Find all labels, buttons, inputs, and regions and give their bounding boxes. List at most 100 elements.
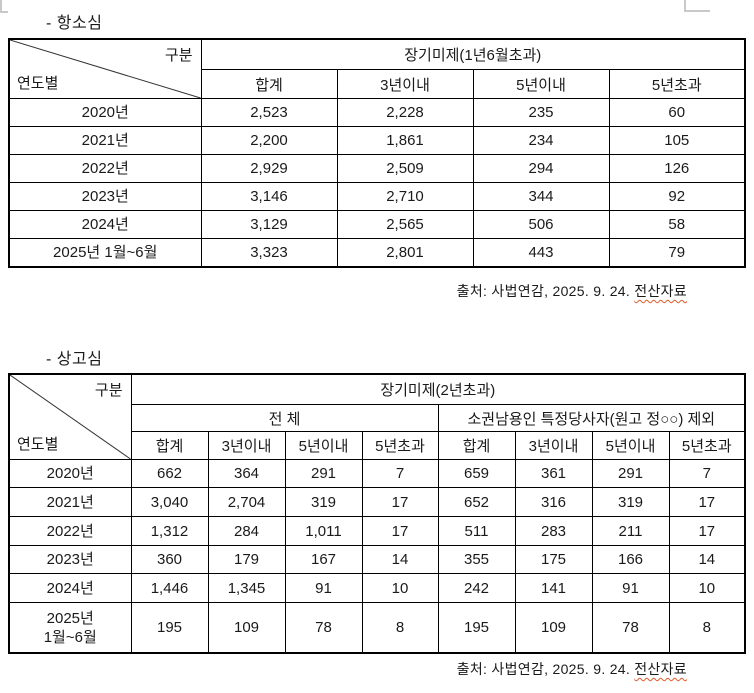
- data-cell: 2,801: [336, 238, 474, 268]
- year-cell: 2025년 1월~6월: [8, 238, 202, 268]
- data-cell: 175: [514, 545, 593, 574]
- column-header-over5y: 5년초과: [608, 69, 746, 99]
- table-row: 2020년 2,523 2,228 235 60: [8, 98, 746, 127]
- data-cell: 506: [472, 210, 610, 239]
- table-row: 2021년 2,200 1,861 234 105: [8, 126, 746, 155]
- year-cell: 2024년: [8, 210, 202, 239]
- source-text: 출처: 사법연감, 2025. 9. 24.: [456, 661, 635, 677]
- data-cell: 2,200: [200, 126, 338, 155]
- data-cell: 10: [361, 573, 439, 603]
- data-cell: 364: [207, 459, 286, 488]
- data-cell: 109: [207, 602, 286, 654]
- year-cell: 2021년: [8, 126, 202, 155]
- year-cell: 2025년 1월~6월: [8, 602, 132, 654]
- column-header-total: 합계: [437, 431, 516, 460]
- data-cell: 511: [437, 516, 516, 546]
- section-title-appellate: - 항소심: [46, 15, 103, 32]
- source-misspelled-word: 전산자료: [634, 283, 687, 299]
- data-cell: 91: [591, 573, 670, 603]
- data-cell: 166: [591, 545, 670, 574]
- year-cell: 2023년: [8, 545, 132, 574]
- corner-label-year: 연도별: [17, 436, 59, 453]
- data-cell: 58: [608, 210, 746, 239]
- data-cell: 2,509: [336, 154, 474, 183]
- table-row: 2022년 2,929 2,509 294 126: [8, 154, 746, 183]
- section-title-supreme: - 상고심: [46, 351, 103, 368]
- data-cell: 1,312: [130, 516, 209, 546]
- diagonal-divider-line: [10, 375, 131, 459]
- data-cell: 2,228: [336, 98, 474, 127]
- data-cell: 2,704: [207, 487, 286, 517]
- corner-label-category: 구분: [164, 47, 193, 64]
- data-cell: 211: [591, 516, 670, 546]
- data-cell: 78: [284, 602, 363, 654]
- data-cell: 2,565: [336, 210, 474, 239]
- data-cell: 195: [130, 602, 209, 654]
- data-cell: 109: [514, 602, 593, 654]
- corner-label-year: 연도별: [17, 75, 59, 92]
- appellate-long-pending-table: 구분 연도별 장기미제(1년6월초과) 합계 3년이내 5년이내 5년초과 20…: [8, 38, 747, 268]
- table-row: 2023년 360 179 167 14 355 175 166 14: [8, 545, 746, 574]
- data-cell: 195: [437, 602, 516, 654]
- data-cell: 652: [437, 487, 516, 517]
- data-cell: 2,523: [200, 98, 338, 127]
- data-cell: 662: [130, 459, 209, 488]
- data-cell: 242: [437, 573, 516, 603]
- data-cell: 17: [361, 516, 439, 546]
- data-cell: 60: [608, 98, 746, 127]
- data-cell: 291: [591, 459, 670, 488]
- supreme-long-pending-table: 구분 연도별 장기미제(2년초과) 전 체 소권남용인 특정당사자(원고 정○○…: [8, 373, 747, 654]
- data-cell: 167: [284, 545, 363, 574]
- year-cell: 2024년: [8, 573, 132, 603]
- data-cell: 3,146: [200, 182, 338, 211]
- subgroup-header-excluded: 소권남용인 특정당사자(원고 정○○) 제외: [437, 404, 746, 432]
- data-cell: 17: [668, 516, 746, 546]
- data-cell: 355: [437, 545, 516, 574]
- table-row: 2023년 3,146 2,710 344 92: [8, 182, 746, 211]
- data-cell: 3,040: [130, 487, 209, 517]
- data-cell: 319: [591, 487, 670, 517]
- data-cell: 14: [668, 545, 746, 574]
- column-header-over5y: 5년초과: [668, 431, 746, 460]
- data-cell: 17: [361, 487, 439, 517]
- diagonal-divider-line: [10, 40, 201, 98]
- data-cell: 7: [668, 459, 746, 488]
- page-corner-mark-right: [684, 0, 710, 12]
- table-row: 2021년 3,040 2,704 319 17 652 316 319 17: [8, 487, 746, 517]
- data-cell: 284: [207, 516, 286, 546]
- table-row: 2022년 1,312 284 1,011 17 511 283 211 17: [8, 516, 746, 546]
- data-cell: 316: [514, 487, 593, 517]
- year-cell: 2022년: [8, 154, 202, 183]
- source-note: 출처: 사법연감, 2025. 9. 24. 전산자료: [457, 659, 687, 679]
- data-cell: 141: [514, 573, 593, 603]
- column-header-within5y: 5년이내: [472, 69, 610, 99]
- column-header-total: 합계: [130, 431, 209, 460]
- data-cell: 91: [284, 573, 363, 603]
- data-cell: 78: [591, 602, 670, 654]
- data-cell: 126: [608, 154, 746, 183]
- data-cell: 3,129: [200, 210, 338, 239]
- data-cell: 8: [361, 602, 439, 654]
- data-cell: 1,861: [336, 126, 474, 155]
- year-cell: 2020년: [8, 459, 132, 488]
- column-header-over5y: 5년초과: [361, 431, 439, 460]
- data-cell: 234: [472, 126, 610, 155]
- year-cell: 2020년: [8, 98, 202, 127]
- year-cell: 2021년: [8, 487, 132, 517]
- data-cell: 1,011: [284, 516, 363, 546]
- column-header-within5y: 5년이내: [284, 431, 363, 460]
- table-row: 2020년 662 364 291 7 659 361 291 7: [8, 459, 746, 488]
- table-row: 2024년 3,129 2,565 506 58: [8, 210, 746, 239]
- data-cell: 179: [207, 545, 286, 574]
- data-cell: 360: [130, 545, 209, 574]
- column-header-within3y: 3년이내: [514, 431, 593, 460]
- table-row: 2025년 1월~6월 195 109 78 8 195 109 78 8: [8, 602, 746, 654]
- data-cell: 2,929: [200, 154, 338, 183]
- data-cell: 79: [608, 238, 746, 268]
- column-header-within3y: 3년이내: [336, 69, 474, 99]
- data-cell: 8: [668, 602, 746, 654]
- group-header-cell: 장기미제(2년초과): [130, 373, 746, 405]
- data-cell: 7: [361, 459, 439, 488]
- column-header-within3y: 3년이내: [207, 431, 286, 460]
- table-row: 2024년 1,446 1,345 91 10 242 141 91 10: [8, 573, 746, 603]
